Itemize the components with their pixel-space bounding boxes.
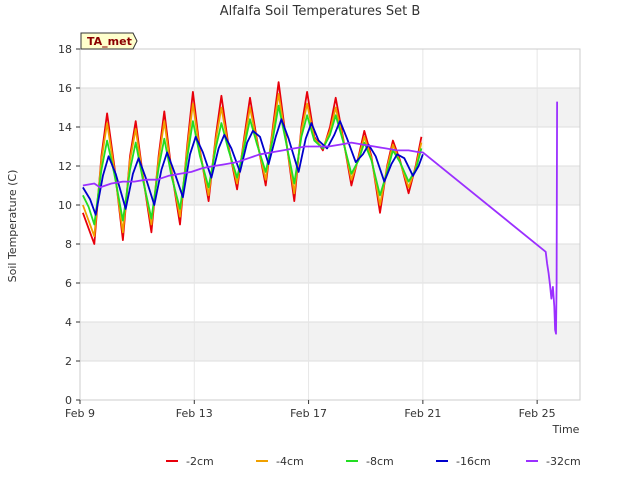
legend-label: -16cm: [456, 455, 491, 468]
series-line-minus-2cm: [82, 81, 423, 245]
plot-band: [80, 244, 580, 283]
x-tick-label: Feb 13: [176, 407, 213, 420]
plot-band: [80, 88, 580, 127]
y-tick-label: 6: [65, 277, 72, 290]
legend-item: -8cm: [346, 455, 394, 468]
y-axis-label: Soil Temperature (C): [6, 170, 19, 283]
plot-frame: [79, 48, 581, 401]
series-line-minus-16cm: [82, 118, 424, 216]
x-tick-label: Feb 17: [290, 407, 327, 420]
chart-title: Alfalfa Soil Temperatures Set B: [220, 4, 421, 19]
legend-label: -2cm: [186, 455, 214, 468]
y-tick-label: 2: [65, 355, 72, 368]
y-tick-label: 14: [58, 121, 72, 134]
series-line-minus-32cm: [82, 101, 558, 335]
y-tick-label: 8: [65, 238, 72, 251]
y-tick-label: 4: [65, 316, 72, 329]
series-lines: [82, 81, 558, 335]
y-axis-ticks: 0 2 4 6 8 10 12 14 16 18: [58, 43, 80, 407]
legend-label: -4cm: [276, 455, 304, 468]
series-line-minus-4cm: [82, 93, 423, 238]
x-tick-label: Feb 25: [519, 407, 556, 420]
legend-item: -4cm: [256, 455, 304, 468]
y-tick-label: 0: [65, 394, 72, 407]
x-axis-ticks: Feb 9 Feb 13 Feb 17 Feb 21 Feb 25: [65, 400, 556, 420]
series-line-minus-8cm: [82, 104, 423, 226]
ta-met-badge: TA_met: [80, 32, 138, 50]
x-tick-label: Feb 21: [404, 407, 441, 420]
y-tick-label: 10: [58, 199, 72, 212]
plot-band: [80, 322, 580, 361]
legend: -2cm -4cm -8cm -16cm -32cm: [166, 455, 581, 468]
x-tick-label: Feb 9: [65, 407, 95, 420]
legend-item: -2cm: [166, 455, 214, 468]
y-tick-label: 16: [58, 82, 72, 95]
plot-band: [80, 166, 580, 205]
y-tick-label: 12: [58, 160, 72, 173]
x-axis-label: Time: [552, 423, 580, 436]
y-tick-label: 18: [58, 43, 72, 56]
legend-label: -32cm: [546, 455, 581, 468]
legend-item: -32cm: [526, 455, 581, 468]
legend-label: -8cm: [366, 455, 394, 468]
ta-met-badge-label: TA_met: [87, 35, 132, 48]
legend-item: -16cm: [436, 455, 491, 468]
